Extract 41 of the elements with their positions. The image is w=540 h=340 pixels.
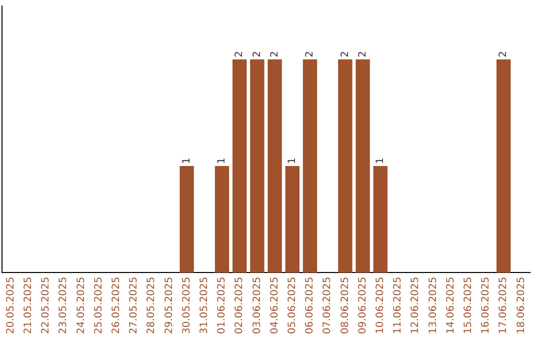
x-tick-label: 12.06.2025 xyxy=(410,276,422,334)
data-label: 2 xyxy=(304,50,316,58)
x-tick-label: 08.06.2025 xyxy=(340,276,351,334)
x-tick-label: 04.06.2025 xyxy=(269,276,280,334)
x-tick-label: 03.06.2025 xyxy=(252,276,263,334)
x-tick-label: 26.05.2025 xyxy=(110,276,122,334)
data-label: 1 xyxy=(374,158,386,164)
data-label: 2 xyxy=(269,50,280,58)
x-tick-label: 05.06.2025 xyxy=(286,276,298,334)
x-tick-label: 09.06.2025 xyxy=(357,276,368,334)
data-label: 2 xyxy=(234,50,246,58)
x-tick-label: 14.06.2025 xyxy=(445,276,456,334)
x-tick-label: 10.06.2025 xyxy=(374,276,386,334)
x-tick-label: 24.05.2025 xyxy=(76,276,87,334)
x-tick-label: 18.06.2025 xyxy=(516,276,527,334)
data-label: 2 xyxy=(340,50,351,58)
x-tick-label: 11.06.2025 xyxy=(392,276,404,334)
x-tick-label: 15.06.2025 xyxy=(462,276,474,334)
x-tick-label: 31.05.2025 xyxy=(198,276,210,334)
x-tick-label: 02.06.2025 xyxy=(234,276,246,334)
x-tick-label: 28.05.2025 xyxy=(146,276,158,334)
data-label: 2 xyxy=(357,50,368,58)
x-tick-label: 25.05.2025 xyxy=(93,276,104,334)
x-tick-label: 01.06.2025 xyxy=(216,276,228,334)
data-label: 1 xyxy=(216,158,228,164)
x-tick-label: 30.05.2025 xyxy=(181,276,192,334)
x-tick-label: 20.05.2025 xyxy=(5,276,16,334)
data-label: 2 xyxy=(252,50,263,58)
data-label: 2 xyxy=(498,50,510,58)
x-tick-label: 16.06.2025 xyxy=(480,276,492,334)
data-label: 1 xyxy=(286,158,298,164)
x-tick-label: 22.05.2025 xyxy=(40,276,52,334)
x-tick-label: 07.06.2025 xyxy=(322,276,334,334)
x-tick-label: 27.05.2025 xyxy=(128,276,140,334)
x-tick-label: 06.06.2025 xyxy=(304,276,316,334)
data-label: 1 xyxy=(181,158,192,164)
x-tick-label: 23.05.2025 xyxy=(58,276,70,334)
x-tick-label: 21.05.2025 xyxy=(22,276,34,334)
x-tick-label: 29.05.2025 xyxy=(164,276,175,334)
x-tick-label: 17.06.2025 xyxy=(498,276,510,334)
x-tick-label: 13.06.2025 xyxy=(428,276,439,334)
